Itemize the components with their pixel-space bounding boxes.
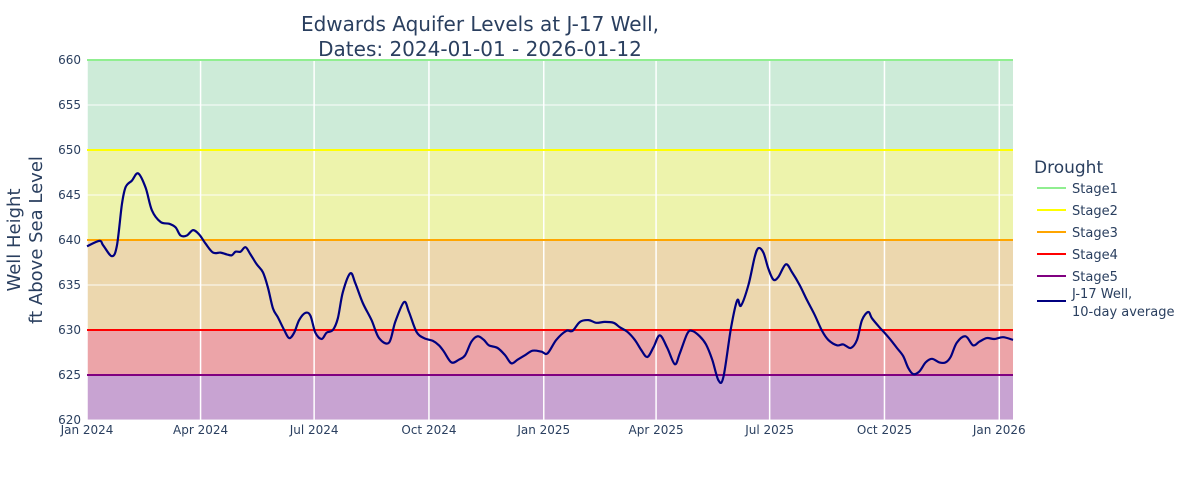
legend-label: Stage2: [1072, 204, 1118, 219]
legend-label: Stage4: [1072, 248, 1118, 263]
legend-item-stage2: Stage2: [1037, 204, 1118, 219]
legend-item-j17-well: J-17 Well, 10-day average: [1037, 287, 1175, 320]
x-axis: Jan 2024 Apr 2024 Jul 2024 Oct 2024 Jan 2025…: [60, 423, 1026, 437]
y-tick-label: 620: [58, 413, 81, 427]
x-tick-label: Oct 2025: [857, 423, 912, 437]
x-tick-label: Jan 2025: [516, 423, 570, 437]
x-tick-label: Oct 2024: [401, 423, 456, 437]
legend-item-stage5: Stage5: [1037, 270, 1118, 285]
y-axis: 620 625 630 635 640 645 650 655 660: [58, 53, 81, 427]
y-tick-label: 660: [58, 53, 81, 67]
legend-label: Stage3: [1072, 226, 1118, 241]
x-tick-label: Jan 2024: [60, 423, 114, 437]
y-tick-label: 655: [58, 98, 81, 112]
y-axis-title-line-1: Well Height: [4, 188, 25, 291]
y-axis-title-line-2: ft Above Sea Level: [26, 156, 47, 324]
legend-item-stage3: Stage3: [1037, 226, 1118, 241]
y-tick-label: 640: [58, 233, 81, 247]
y-tick-label: 625: [58, 368, 81, 382]
y-tick-label: 630: [58, 323, 81, 337]
x-tick-label: Jan 2026: [972, 423, 1026, 437]
legend: Drought Stage1 Stage2 Stage3 Stage4 Stage5 J-…: [1034, 158, 1175, 320]
y-tick-label: 645: [58, 188, 81, 202]
x-tick-label: Jul 2024: [289, 423, 339, 437]
band-4: [87, 375, 1013, 420]
x-tick-label: Jul 2025: [744, 423, 794, 437]
legend-title: Drought: [1034, 158, 1103, 178]
legend-item-stage4: Stage4: [1037, 248, 1118, 263]
legend-item-stage1: Stage1: [1037, 182, 1118, 197]
series-line-j17-well: [86, 172, 1014, 385]
x-tick-label: Apr 2025: [629, 423, 684, 437]
legend-label-line: 10-day average: [1072, 305, 1175, 320]
band-3: [87, 330, 1013, 375]
series-layer: [86, 172, 1014, 385]
legend-label: Stage5: [1072, 270, 1118, 285]
y-axis-title: Well Height ft Above Sea Level: [4, 156, 47, 324]
legend-label: Stage1: [1072, 182, 1118, 197]
x-tick-label: Apr 2024: [173, 423, 228, 437]
legend-label-line: J-17 Well,: [1071, 287, 1132, 302]
y-tick-label: 650: [58, 143, 81, 157]
y-tick-label: 635: [58, 278, 81, 292]
chart-title-line-1: Edwards Aquifer Levels at J-17 Well,: [301, 12, 659, 36]
chart-title-line-2: Dates: 2024-01-01 - 2026-01-12: [318, 37, 642, 61]
